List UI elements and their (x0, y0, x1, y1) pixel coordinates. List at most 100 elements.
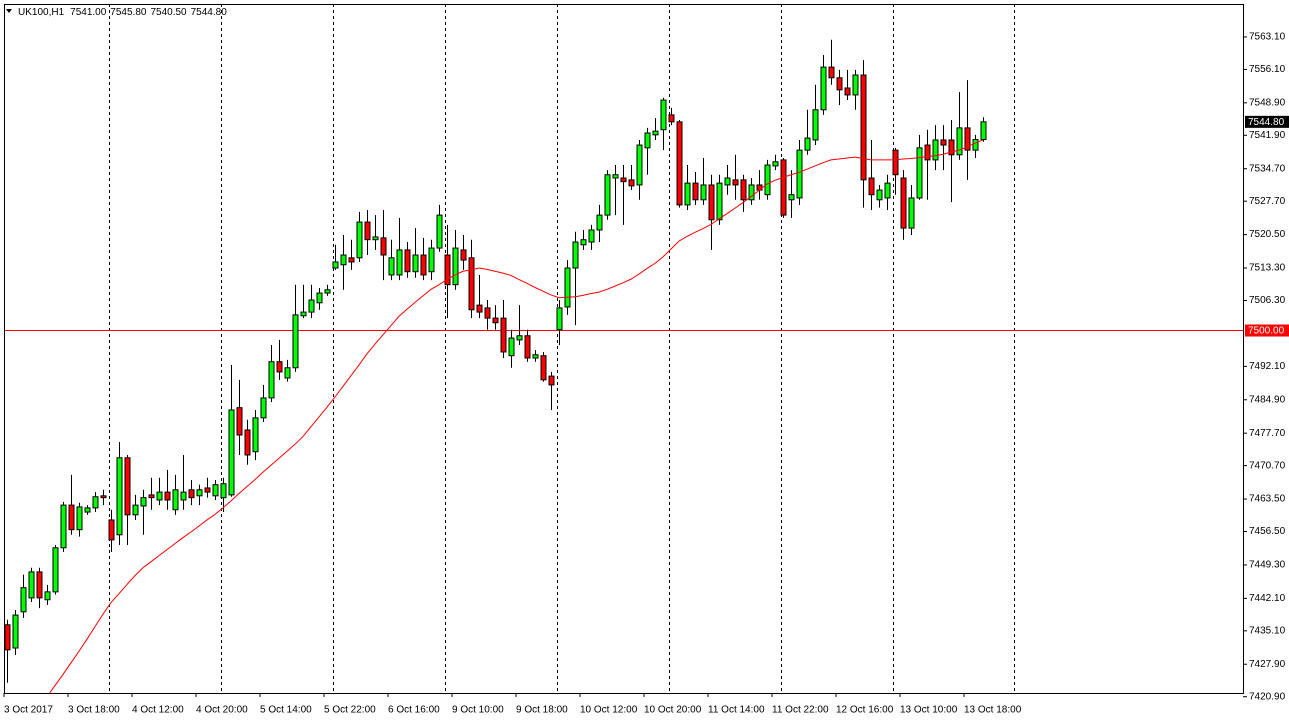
header-close: 7544.80 (191, 7, 228, 18)
y-tick-label: 7484.90 (1249, 394, 1286, 405)
candle-body (84, 507, 91, 513)
candle-body (188, 489, 195, 499)
candle-body (484, 307, 491, 319)
candle-body (268, 361, 275, 399)
candle-body (588, 229, 595, 243)
y-tick-label: 7513.30 (1249, 263, 1286, 274)
candle-body (156, 491, 163, 501)
candle-body (332, 261, 339, 269)
candle-body (180, 491, 187, 501)
y-tick-label: 7449.30 (1249, 560, 1286, 571)
y-tick-label: 7506.30 (1249, 295, 1286, 306)
candle-body (460, 249, 467, 261)
y-tick-label: 7527.70 (1249, 196, 1286, 207)
candle-body (164, 491, 171, 501)
candle-body (788, 194, 795, 201)
candle-body (796, 149, 803, 199)
candle-body (772, 161, 779, 167)
x-tick-label: 3 Oct 2017 (4, 705, 53, 716)
x-tick-label: 9 Oct 10:00 (452, 705, 504, 716)
candle-body (420, 254, 427, 276)
x-tick-label: 11 Oct 22:00 (772, 705, 829, 716)
last-price-box (1245, 115, 1289, 128)
candle-body (780, 159, 787, 216)
candle-body (620, 177, 627, 183)
candle-body (148, 494, 155, 499)
candle-body (524, 335, 531, 359)
candle-body (212, 484, 219, 497)
candle-body (916, 147, 923, 199)
candle-body (860, 74, 867, 181)
candle-body (748, 184, 755, 201)
candle-body (940, 139, 947, 146)
candle-body (828, 66, 835, 79)
candle-body (948, 139, 955, 156)
candle-body (804, 137, 811, 151)
candle-body (708, 184, 715, 221)
candle-body (284, 367, 291, 379)
menu-triangle[interactable] (6, 9, 12, 13)
candle-body (36, 571, 43, 599)
candle-body (956, 127, 963, 156)
candle-body (836, 77, 843, 91)
candle-body (228, 409, 235, 496)
candle-body (404, 249, 411, 273)
candle-body (548, 375, 555, 386)
candle-body (700, 184, 707, 201)
candle-body (444, 254, 451, 286)
candle-body (220, 483, 227, 499)
x-tick-label: 5 Oct 22:00 (324, 705, 376, 716)
candle-body (372, 236, 379, 241)
candle-body (348, 257, 355, 263)
candle-body (244, 429, 251, 456)
x-tick-label: 5 Oct 14:00 (260, 705, 312, 716)
y-tick-label: 7470.70 (1249, 460, 1286, 471)
candle-body (908, 197, 915, 229)
candle-body (740, 179, 747, 201)
y-tick-label: 7420.90 (1249, 691, 1286, 702)
candle-body (572, 241, 579, 269)
candle-body (300, 311, 307, 317)
candle-body (316, 292, 323, 304)
candle-body (644, 132, 651, 149)
candle-body (388, 257, 395, 276)
candle-body (20, 587, 27, 613)
candle-body (732, 179, 739, 186)
candle-body (380, 237, 387, 256)
candle-body (844, 87, 851, 96)
candle-body (60, 504, 67, 549)
x-tick-label: 4 Oct 20:00 (196, 705, 248, 716)
y-tick-label: 7456.50 (1249, 526, 1286, 537)
candle-body (724, 177, 731, 186)
symbol: UK100,H1 (18, 7, 65, 18)
candle-body (452, 247, 459, 286)
header: UK100,H1 7541.00 7545.80 7540.50 7544.80 (18, 7, 227, 18)
candle-body (412, 254, 419, 273)
candle-body (668, 114, 675, 123)
candle-body (652, 130, 659, 136)
candle-body (964, 127, 971, 151)
x-tick-label: 12 Oct 16:00 (836, 705, 894, 716)
x-tick-label: 9 Oct 18:00 (516, 705, 568, 716)
candle-body (236, 407, 243, 436)
y-tick-label: 7534.70 (1249, 163, 1286, 174)
candle-body (140, 497, 147, 507)
y-tick-label: 7477.70 (1249, 428, 1286, 439)
level-label-box (1245, 324, 1289, 337)
candle-body (12, 614, 19, 649)
candle-body (340, 254, 347, 266)
y-tick-label: 7492.10 (1249, 361, 1286, 372)
candle-body (716, 182, 723, 221)
candle-body (508, 337, 515, 357)
candle-body (468, 257, 475, 311)
candle-body (292, 314, 299, 369)
level-label: 7500.00 (1248, 326, 1285, 337)
x-tick-label: 10 Oct 12:00 (580, 705, 638, 716)
y-tick-label: 7563.10 (1249, 32, 1286, 43)
candle-body (308, 299, 315, 313)
candle-body (612, 174, 619, 179)
candle-body (900, 177, 907, 229)
